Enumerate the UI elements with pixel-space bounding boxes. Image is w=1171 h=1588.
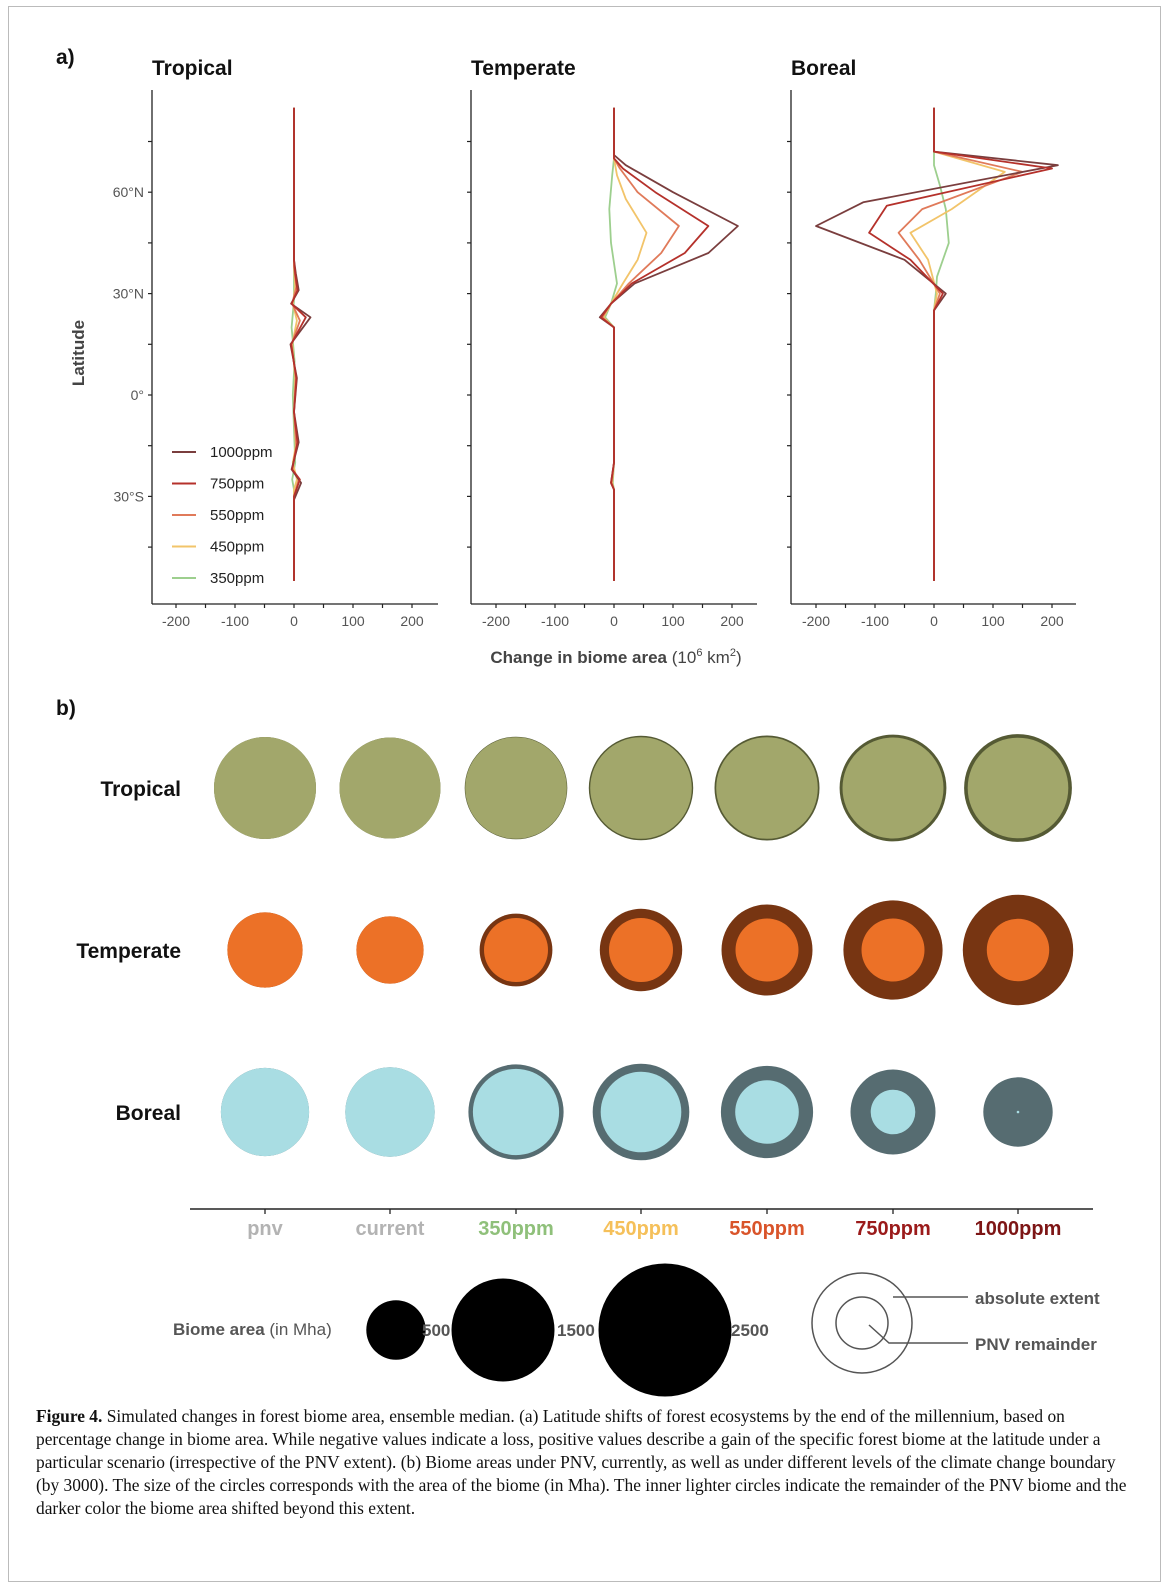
caption-text: Simulated changes in forest biome area, … [36, 1406, 1127, 1518]
scenario-label: current [356, 1218, 425, 1240]
bubble-row-tropical: Tropical [100, 734, 1072, 842]
legend-label: 750ppm [210, 476, 264, 493]
pnv-remainder-circle [735, 1080, 799, 1144]
y-tick-label: 0° [131, 387, 144, 403]
series-line-350ppm [933, 107, 950, 581]
x-tick-label: 200 [400, 613, 424, 629]
biome-area-bubbles: Tropical Temperate Boreal pnv current 350ppm 4… [76, 734, 1100, 1397]
legend-label: 350ppm [210, 570, 264, 587]
series-line-1000ppm [598, 107, 739, 581]
pnv-remainder-circle [472, 1068, 560, 1156]
pnv-remainder-circle [842, 737, 944, 839]
pnv-remainder-circle [861, 918, 925, 982]
y-tick-label: 30°N [113, 286, 144, 302]
key-inner-circle [835, 1296, 889, 1350]
x-tick-label: 100 [341, 613, 365, 629]
x-tick-label: -200 [802, 613, 830, 629]
x-tick-label: -100 [221, 613, 249, 629]
x-axis-title: Change in biome area (106 km2) [490, 647, 741, 667]
pnv-remainder-circle [735, 918, 799, 982]
x-tick-label: 200 [1040, 613, 1064, 629]
row-label: Tropical [100, 778, 181, 801]
latitude-panel-boreal: Boreal -200 -100 0 100 200 [787, 57, 1076, 629]
latitude-panel-tropical: Tropical 60°N 30°N 0° 30°S -200 -100 0 100 200 [113, 57, 438, 629]
key-label-pnv: PNV remainder [975, 1335, 1097, 1354]
size-legend: Biome area (in Mha) 500 1500 2500 [173, 1263, 769, 1397]
scenario-label: 750ppm [855, 1218, 931, 1240]
size-legend-circle [366, 1300, 426, 1360]
x-tick-label: 100 [981, 613, 1005, 629]
panel-b-label: b) [56, 697, 76, 720]
x-tick-label: 200 [720, 613, 744, 629]
x-tick-label: -100 [541, 613, 569, 629]
x-tick-label: 0 [930, 613, 938, 629]
legend-label: 1000ppm [210, 444, 273, 461]
size-legend-circle [451, 1278, 555, 1382]
row-label: Temperate [76, 940, 181, 963]
panel-title: Tropical [152, 57, 233, 80]
pnv-remainder-circle [214, 737, 316, 839]
panel-a-label: a) [56, 46, 75, 69]
pnv-remainder-circle [600, 1071, 682, 1153]
panel-title: Boreal [791, 57, 856, 80]
pnv-remainder-circle [609, 918, 673, 982]
pnv-remainder-circle [590, 737, 692, 839]
series-line-750ppm [600, 107, 710, 581]
pnv-remainder-circle [967, 737, 1069, 839]
size-legend-label: 500 [422, 1321, 450, 1340]
pnv-remainder-circle [484, 918, 548, 982]
y-tick-label: 60°N [113, 184, 144, 200]
figure-caption: Figure 4. Simulated changes in forest bi… [36, 1405, 1136, 1520]
pnv-remainder-circle [227, 912, 303, 988]
pnv-remainder-circle [339, 737, 441, 839]
y-axis-title: Latitude [69, 320, 88, 386]
row-label: Boreal [116, 1102, 181, 1125]
latitude-panel-temperate: Temperate -200 -100 0 100 200 [467, 57, 757, 629]
pnv-remainder-circle [870, 1089, 916, 1135]
bubble-row-boreal: Boreal [116, 1063, 1053, 1161]
size-legend-title: Biome area (in Mha) [173, 1320, 332, 1339]
pnv-remainder-circle [986, 918, 1050, 982]
y-tick-label: 30°S [113, 488, 144, 504]
pnv-remainder-circle [356, 916, 424, 984]
key-label-absolute: absolute extent [975, 1289, 1100, 1308]
legend: 1000ppm 750ppm 550ppm 450ppm 350ppm [172, 444, 273, 587]
x-tick-label: -200 [162, 613, 190, 629]
scenario-label: 550ppm [729, 1218, 805, 1240]
series-line-450ppm [909, 107, 1006, 581]
pnv-remainder-circle [220, 1067, 310, 1157]
series-line-350ppm [604, 107, 618, 581]
bubble-row-temperate: Temperate [76, 894, 1074, 1006]
pnv-remainder-circle [345, 1067, 435, 1157]
figure-frame [8, 6, 1161, 1582]
legend-label: 450ppm [210, 539, 264, 556]
scenario-label: 1000ppm [975, 1218, 1062, 1240]
series-line-1000ppm [815, 107, 1059, 581]
size-legend-label: 2500 [731, 1321, 769, 1340]
pnv-remainder-circle [716, 737, 818, 839]
size-legend-circle [598, 1263, 732, 1397]
key-leader-pnv [868, 1324, 968, 1344]
x-tick-label: 0 [610, 613, 618, 629]
circle-key: absolute extent PNV remainder [811, 1272, 1100, 1374]
key-outer-circle [811, 1272, 913, 1374]
x-tick-label: -100 [861, 613, 889, 629]
series-line-450ppm [602, 107, 648, 581]
panel-title: Temperate [471, 57, 576, 80]
size-legend-label: 1500 [557, 1321, 595, 1340]
scenario-label: 450ppm [603, 1218, 679, 1240]
legend-label: 550ppm [210, 507, 264, 524]
scenario-label: pnv [247, 1218, 283, 1240]
pnv-remainder-circle [1016, 1110, 1020, 1114]
x-tick-label: 100 [661, 613, 685, 629]
series-line-750ppm [868, 107, 1053, 581]
scenario-label: 350ppm [478, 1218, 554, 1240]
x-tick-label: -200 [482, 613, 510, 629]
x-tick-label: 0 [290, 613, 298, 629]
caption-label: Figure 4. [36, 1406, 103, 1426]
series-line-750ppm [290, 107, 307, 581]
pnv-remainder-circle [465, 737, 567, 839]
figure-4: a) Tropical 60°N 30°N 0° 30°S -200 -100 0 100 200… [56, 46, 1100, 1397]
